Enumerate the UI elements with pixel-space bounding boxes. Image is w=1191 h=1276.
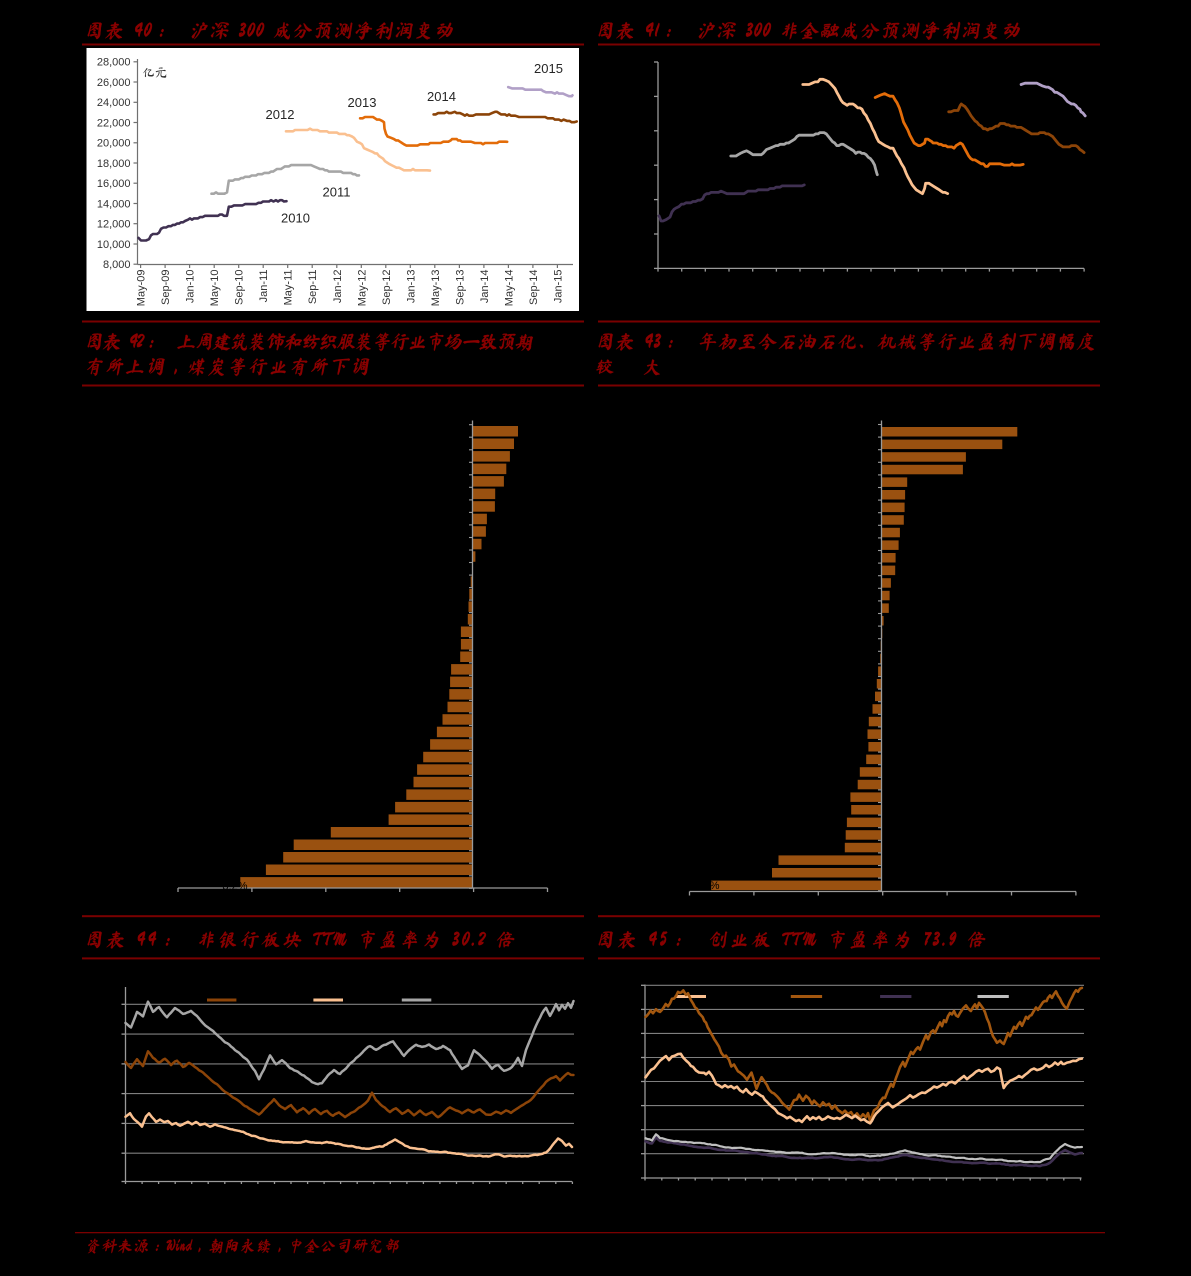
svg-text:Sep-11: Sep-11 <box>307 270 319 305</box>
svg-text:22,000: 22,000 <box>97 117 131 129</box>
svg-text:Sep-10: Sep-10 <box>234 270 246 305</box>
svg-text:26,000: 26,000 <box>97 77 131 89</box>
svg-text:16,000: 16,000 <box>97 178 131 190</box>
svg-text:28,000: 28,000 <box>97 57 131 69</box>
svg-text:May-09: May-09 <box>136 270 148 307</box>
svg-text:2015: 2015 <box>534 61 563 76</box>
svg-text:May-14: May-14 <box>503 270 515 307</box>
svg-text:Jan-13: Jan-13 <box>405 270 417 304</box>
svg-text:Jan-10: Jan-10 <box>185 270 197 304</box>
svg-text:18,000: 18,000 <box>97 158 131 170</box>
svg-text:May-13: May-13 <box>430 270 442 307</box>
svg-text:12,000: 12,000 <box>97 219 131 231</box>
svg-text:Jan-14: Jan-14 <box>479 270 491 304</box>
svg-text:20,000: 20,000 <box>97 138 131 150</box>
svg-text:-3.2%: -3.2% <box>219 881 248 893</box>
svg-text:May-12: May-12 <box>356 270 368 307</box>
svg-text:Sep-13: Sep-13 <box>454 270 466 305</box>
svg-text:May-10: May-10 <box>209 270 221 307</box>
svg-text:10,000: 10,000 <box>97 239 131 251</box>
svg-text:2014: 2014 <box>427 89 456 104</box>
svg-text:Jan-12: Jan-12 <box>332 270 344 304</box>
svg-text:Jan-15: Jan-15 <box>552 270 564 304</box>
svg-text:Sep-14: Sep-14 <box>528 270 540 305</box>
svg-text:2013: 2013 <box>348 95 377 110</box>
svg-text:Sep-12: Sep-12 <box>381 270 393 305</box>
svg-text:2012: 2012 <box>266 107 295 122</box>
svg-text:24,000: 24,000 <box>97 97 131 109</box>
svg-text:Sep-09: Sep-09 <box>160 270 172 305</box>
svg-text:May-11: May-11 <box>283 270 295 306</box>
svg-text:2010: 2010 <box>281 211 310 226</box>
svg-text:-15.4%: -15.4% <box>685 880 720 892</box>
svg-text:Jan-11: Jan-11 <box>258 270 270 303</box>
svg-text:2011: 2011 <box>323 185 351 200</box>
svg-text:8,000: 8,000 <box>103 259 131 271</box>
svg-text:14,000: 14,000 <box>97 198 131 210</box>
